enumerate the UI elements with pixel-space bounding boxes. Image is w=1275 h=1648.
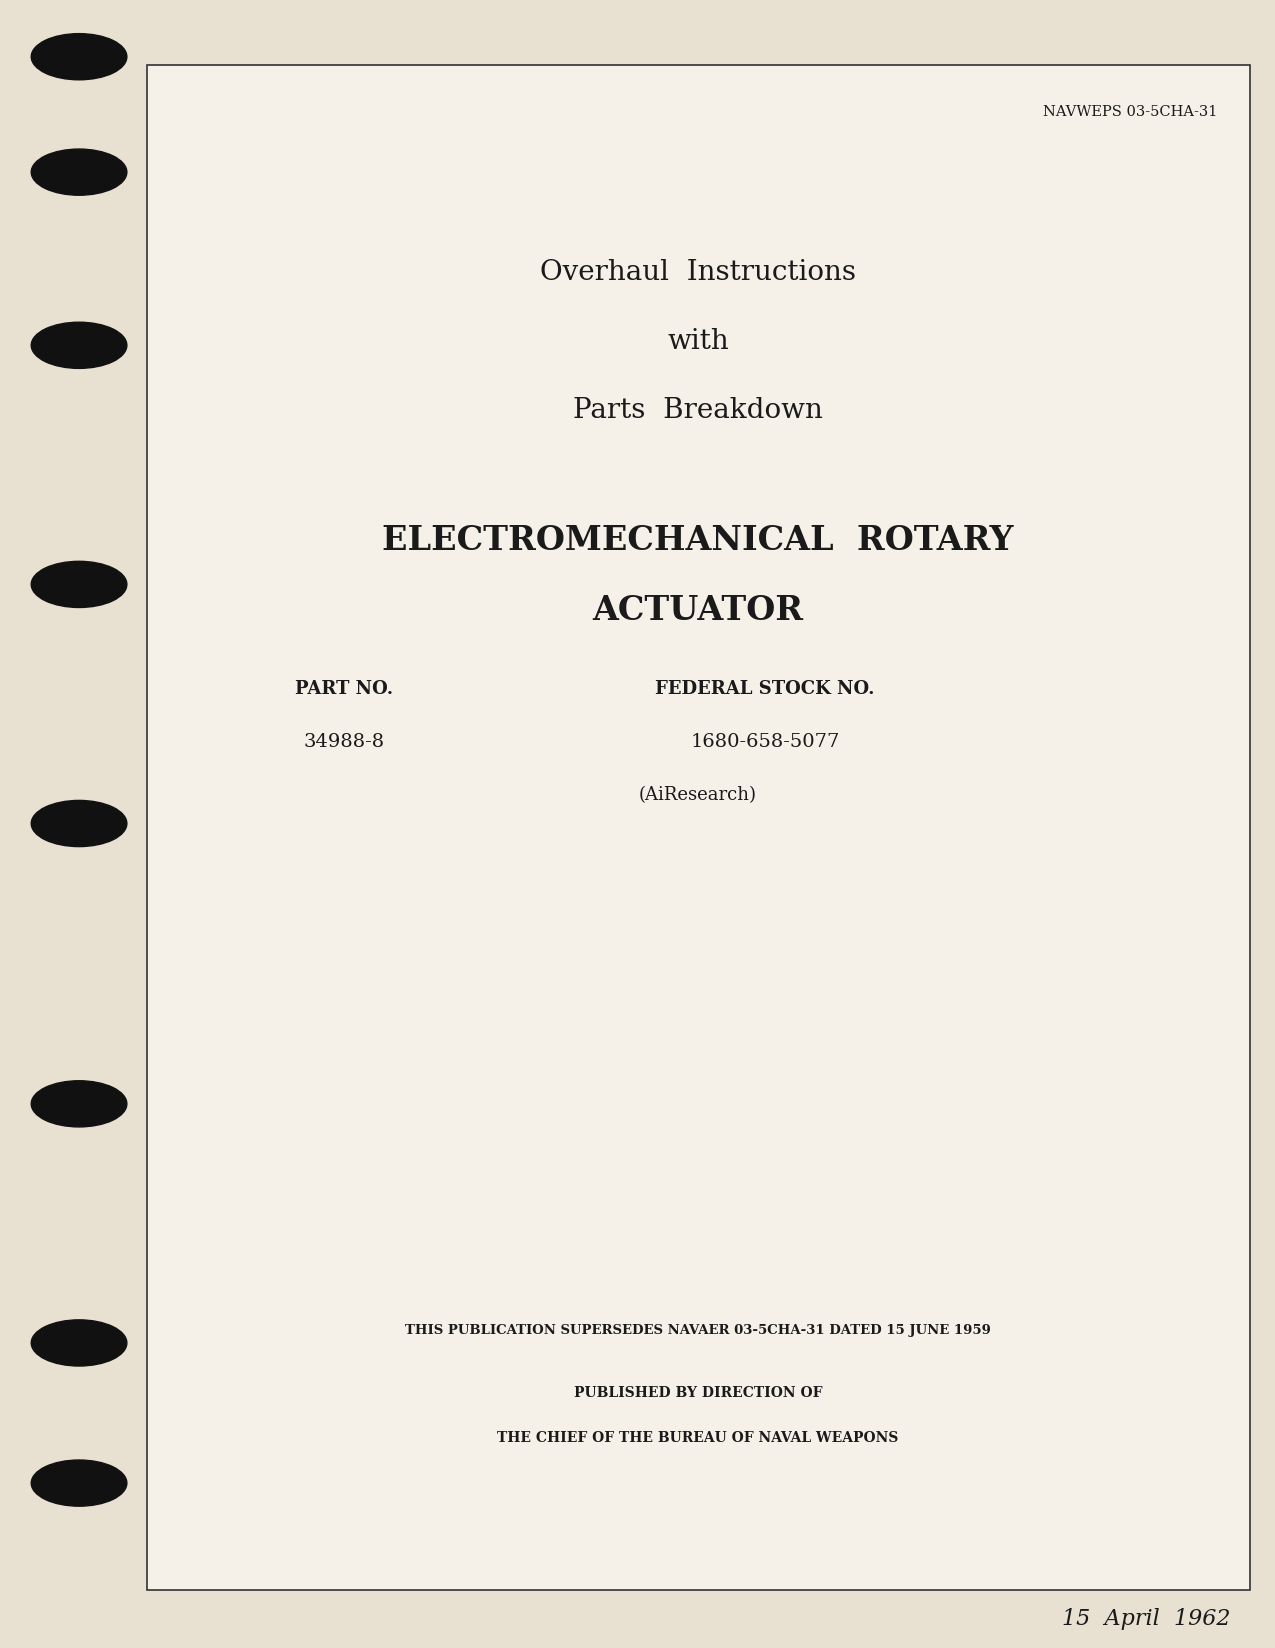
Text: PART NO.: PART NO. [296, 681, 393, 697]
Text: (AiResearch): (AiResearch) [639, 786, 757, 803]
Text: Parts  Breakdown: Parts Breakdown [574, 397, 822, 424]
Text: 15  April  1962: 15 April 1962 [1062, 1607, 1230, 1630]
Ellipse shape [31, 1320, 128, 1366]
Text: 1680-658-5077: 1680-658-5077 [690, 733, 840, 750]
Text: 34988-8: 34988-8 [303, 733, 385, 750]
Bar [147, 66, 1250, 1590]
Text: with: with [667, 328, 729, 354]
Text: PUBLISHED BY DIRECTION OF: PUBLISHED BY DIRECTION OF [574, 1386, 822, 1399]
Ellipse shape [31, 35, 128, 81]
Ellipse shape [31, 801, 128, 847]
Text: ACTUATOR: ACTUATOR [593, 593, 803, 626]
Text: FEDERAL STOCK NO.: FEDERAL STOCK NO. [655, 681, 875, 697]
Ellipse shape [31, 323, 128, 369]
Text: Overhaul  Instructions: Overhaul Instructions [541, 259, 856, 285]
Ellipse shape [31, 562, 128, 608]
Text: THIS PUBLICATION SUPERSEDES NAVAER 03-5CHA-31 DATED 15 JUNE 1959: THIS PUBLICATION SUPERSEDES NAVAER 03-5C… [405, 1323, 991, 1337]
Ellipse shape [31, 1460, 128, 1506]
Text: ELECTROMECHANICAL  ROTARY: ELECTROMECHANICAL ROTARY [382, 524, 1014, 557]
Ellipse shape [31, 150, 128, 196]
Ellipse shape [31, 1081, 128, 1127]
Text: THE CHIEF OF THE BUREAU OF NAVAL WEAPONS: THE CHIEF OF THE BUREAU OF NAVAL WEAPONS [497, 1430, 899, 1444]
Text: NAVWEPS 03-5CHA-31: NAVWEPS 03-5CHA-31 [1043, 105, 1218, 119]
